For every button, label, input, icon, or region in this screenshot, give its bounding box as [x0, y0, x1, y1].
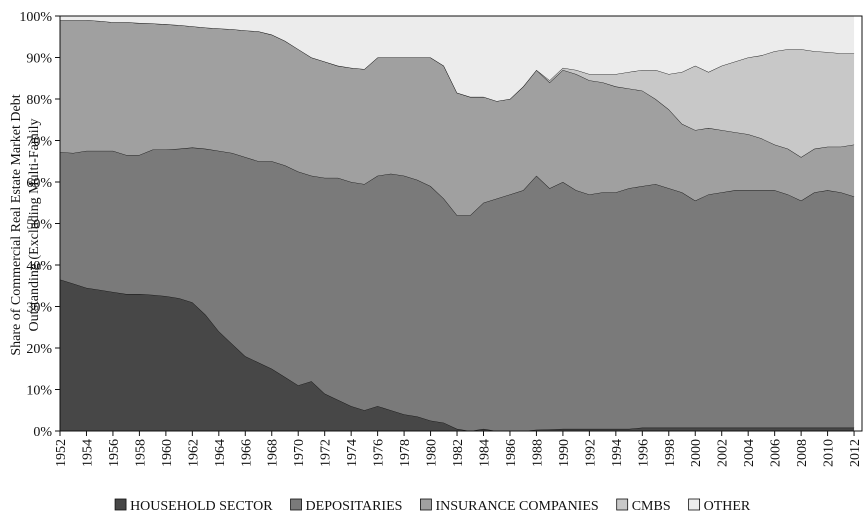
- y-tick-label: 0%: [33, 425, 52, 440]
- x-tick-label: 1978: [398, 439, 413, 467]
- x-tick-label: 1974: [345, 439, 360, 467]
- legend-swatch: [688, 498, 701, 511]
- x-tick-label: 1986: [504, 439, 519, 467]
- y-tick-label: 10%: [26, 384, 52, 399]
- x-tick-label: 1982: [451, 439, 466, 467]
- legend-swatch: [420, 498, 432, 511]
- x-tick-label: 1990: [557, 439, 572, 467]
- x-tick-label: 1996: [636, 439, 651, 467]
- y-tick-label: 20%: [26, 342, 52, 357]
- legend-label: CMBS: [632, 499, 671, 514]
- legend-label: OTHER: [704, 499, 751, 514]
- y-tick-label: 90%: [26, 52, 52, 67]
- x-tick-label: 1988: [530, 439, 545, 467]
- x-tick-label: 2000: [689, 439, 704, 467]
- y-tick-label: 100%: [19, 10, 52, 25]
- x-tick-label: 1956: [107, 439, 122, 467]
- x-tick-label: 1966: [239, 439, 254, 467]
- x-tick-label: 2006: [769, 439, 784, 467]
- x-tick-label: 1968: [266, 439, 281, 467]
- legend-label: INSURANCE COMPANIES: [435, 499, 598, 514]
- area: [60, 16, 855, 102]
- y-tick-label: 60%: [26, 176, 52, 191]
- x-tick-label: 1980: [425, 439, 440, 467]
- x-tick-label: 1998: [663, 439, 678, 467]
- y-tick-label: 30%: [26, 301, 52, 316]
- x-tick-label: 1994: [610, 439, 625, 467]
- x-tick-label: 1952: [54, 439, 69, 467]
- x-tick-label: 1992: [583, 439, 598, 467]
- x-tick-label: 1958: [133, 439, 148, 467]
- x-tick-label: 2008: [795, 439, 810, 467]
- area: [60, 20, 855, 158]
- y-tick-label: 80%: [26, 93, 52, 108]
- x-tick-label: 1960: [160, 439, 175, 467]
- legend-swatch: [290, 498, 302, 511]
- legend-swatch: [616, 498, 629, 511]
- legend: HOUSEHOLD SECTOR DEPOSITARIES INSURANCE CO…: [114, 498, 751, 514]
- y-tick-label: 70%: [26, 135, 52, 150]
- area: [60, 279, 855, 431]
- x-tick-label: 1954: [80, 439, 95, 467]
- x-tick-label: 2012: [848, 439, 863, 467]
- legend-label: HOUSEHOLD SECTOR: [130, 499, 273, 514]
- x-tick-label: 2010: [822, 439, 837, 467]
- x-tick-label: 1970: [292, 439, 307, 467]
- area: [60, 20, 855, 216]
- y-axis-label: Outstanding (Excluding Multi-Family: [27, 118, 42, 331]
- legend-swatch: [114, 498, 127, 511]
- legend-label: DEPOSITARIES: [306, 499, 403, 514]
- x-tick-label: 1972: [319, 439, 334, 467]
- area: [60, 147, 855, 431]
- y-tick-label: 40%: [26, 259, 52, 274]
- x-tick-label: 2004: [742, 439, 757, 467]
- x-tick-label: 1984: [477, 439, 492, 467]
- x-tick-label: 1976: [372, 439, 387, 467]
- y-axis-label: Share of Commercial Real Estate Market D…: [9, 94, 24, 355]
- x-tick-label: 2002: [716, 439, 731, 467]
- y-tick-label: 50%: [26, 218, 52, 233]
- x-tick-label: 1964: [213, 439, 228, 467]
- x-tick-label: 1962: [186, 439, 201, 467]
